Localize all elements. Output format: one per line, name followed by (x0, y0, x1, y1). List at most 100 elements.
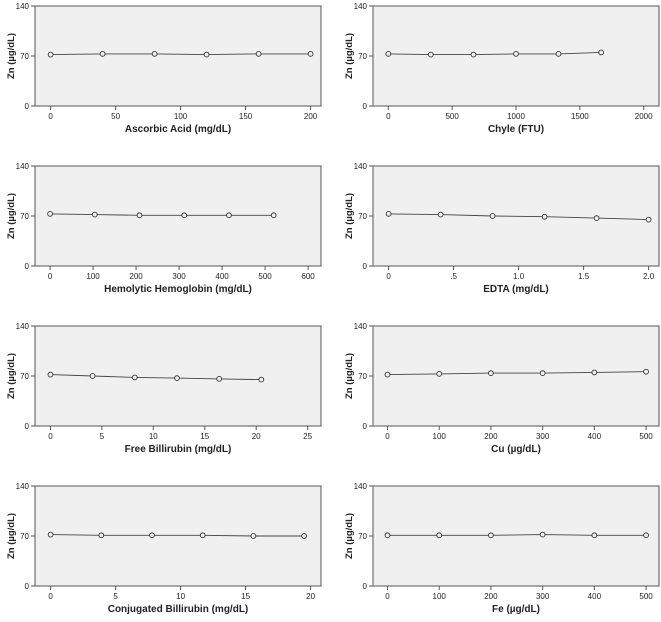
y-tick-label: 140 (16, 482, 30, 491)
y-tick-label: 140 (354, 322, 368, 331)
plot-area (34, 5, 322, 107)
data-point (98, 532, 105, 539)
x-tick-label: 10 (176, 592, 185, 601)
data-point (539, 370, 546, 376)
data-point (151, 51, 158, 57)
x-tick-label: 15 (241, 592, 250, 601)
data-point (99, 51, 106, 57)
series-line (50, 534, 305, 537)
x-tick-label: 1.5 (578, 272, 590, 281)
y-axis-label: Zn (µg/dL) (344, 513, 355, 559)
x-tick-label: 400 (588, 592, 602, 601)
x-tick-label: 1000 (507, 112, 525, 121)
y-tick-label: 70 (20, 212, 29, 221)
plot-area (34, 485, 322, 587)
data-point (436, 371, 443, 377)
x-axis-label: Chyle (FTU) (488, 124, 544, 135)
data-point (174, 375, 180, 381)
x-tick-label: 150 (239, 112, 253, 121)
x-tick-label: 15 (200, 432, 209, 441)
data-point (539, 531, 546, 538)
series-line (388, 51, 602, 56)
x-tick-label: 0 (386, 272, 391, 281)
data-point (513, 51, 519, 57)
data-point (489, 213, 496, 219)
data-point (598, 49, 605, 56)
data-point (181, 212, 188, 219)
y-tick-label: 0 (25, 582, 30, 591)
x-tick-label: 0 (48, 592, 53, 601)
y-tick-label: 140 (354, 482, 368, 491)
x-tick-label: 2.0 (643, 272, 655, 281)
x-axis-label: Ascorbic Acid (mg/dL) (125, 124, 231, 135)
data-point (301, 533, 307, 539)
x-tick-label: 0 (48, 272, 53, 281)
data-point (591, 532, 598, 539)
y-tick-label: 140 (16, 322, 30, 331)
x-tick-label: 5 (113, 592, 118, 601)
data-point (555, 51, 562, 57)
x-tick-label: 300 (172, 272, 186, 281)
x-tick-label: 0 (48, 112, 53, 121)
x-axis-label: EDTA (mg/dL) (483, 284, 549, 295)
data-point (47, 51, 54, 58)
data-point (131, 374, 138, 381)
data-point (384, 371, 391, 378)
chart-panel-6: 0 70 140 0 100 200 300 400 500 Cu (µg/dL) Zn (µg/d… (344, 322, 660, 455)
y-axis-label: Zn (µg/dL) (6, 513, 17, 559)
data-point (384, 532, 391, 539)
x-axis-label: Fe (µg/dL) (492, 604, 540, 615)
series-line (387, 534, 647, 536)
x-axis-label: Conjugated Billirubin (mg/dL) (108, 604, 249, 615)
x-tick-label: 25 (303, 432, 312, 441)
x-tick-label: 500 (258, 272, 272, 281)
data-point (136, 212, 143, 219)
y-tick-label: 140 (354, 162, 368, 171)
series-line (50, 213, 274, 216)
x-tick-label: 10 (149, 432, 158, 441)
x-tick-label: 0 (48, 432, 53, 441)
x-tick-label: 100 (174, 112, 188, 121)
data-point (643, 532, 649, 539)
x-tick-label: 600 (301, 272, 315, 281)
data-point (91, 211, 98, 218)
data-point (89, 373, 96, 379)
x-axis-label: Cu (µg/dL) (491, 444, 541, 455)
chart-panel-4: 0 70 140 0 .5 1.0 1.5 2.0 EDTA (mg/dL) Zn (µg/dL) (344, 162, 660, 295)
data-point (385, 211, 392, 217)
y-tick-label: 70 (358, 212, 367, 221)
series-line (387, 371, 647, 376)
x-tick-label: 100 (433, 592, 447, 601)
plot-area (372, 325, 660, 427)
x-tick-label: 20 (306, 592, 315, 601)
x-tick-label: 500 (445, 112, 459, 121)
data-point (250, 533, 257, 539)
plot-area (34, 165, 322, 267)
chart-panel-3: 0 70 140 0 100 200 300 400 500 600 Hemolytic Hemog… (6, 162, 322, 295)
data-point (437, 211, 444, 218)
series-line (50, 374, 262, 381)
y-tick-label: 0 (25, 102, 30, 111)
y-axis-label: Zn (µg/dL) (344, 193, 355, 239)
chart-panel-1: 0 70 140 0 50 100 150 200 Ascorbic Acid (mg/dL) Z… (6, 2, 322, 135)
x-axis-label: Free Billirubin (mg/dL) (125, 444, 232, 455)
y-tick-label: 140 (16, 162, 30, 171)
y-tick-label: 70 (358, 532, 367, 541)
y-axis-label: Zn (µg/dL) (6, 353, 17, 399)
data-point (307, 51, 314, 57)
x-tick-label: 300 (536, 432, 550, 441)
data-point (645, 216, 652, 223)
series-line (50, 53, 311, 56)
x-tick-label: 100 (433, 432, 447, 441)
data-point (203, 51, 210, 58)
x-tick-label: 400 (215, 272, 229, 281)
y-tick-label: 70 (20, 52, 29, 61)
y-tick-label: 0 (25, 422, 30, 431)
x-tick-label: 200 (129, 272, 143, 281)
data-point (436, 532, 443, 539)
data-point (541, 213, 548, 220)
data-point (488, 532, 494, 539)
series-line (388, 213, 649, 221)
data-point (47, 531, 54, 538)
